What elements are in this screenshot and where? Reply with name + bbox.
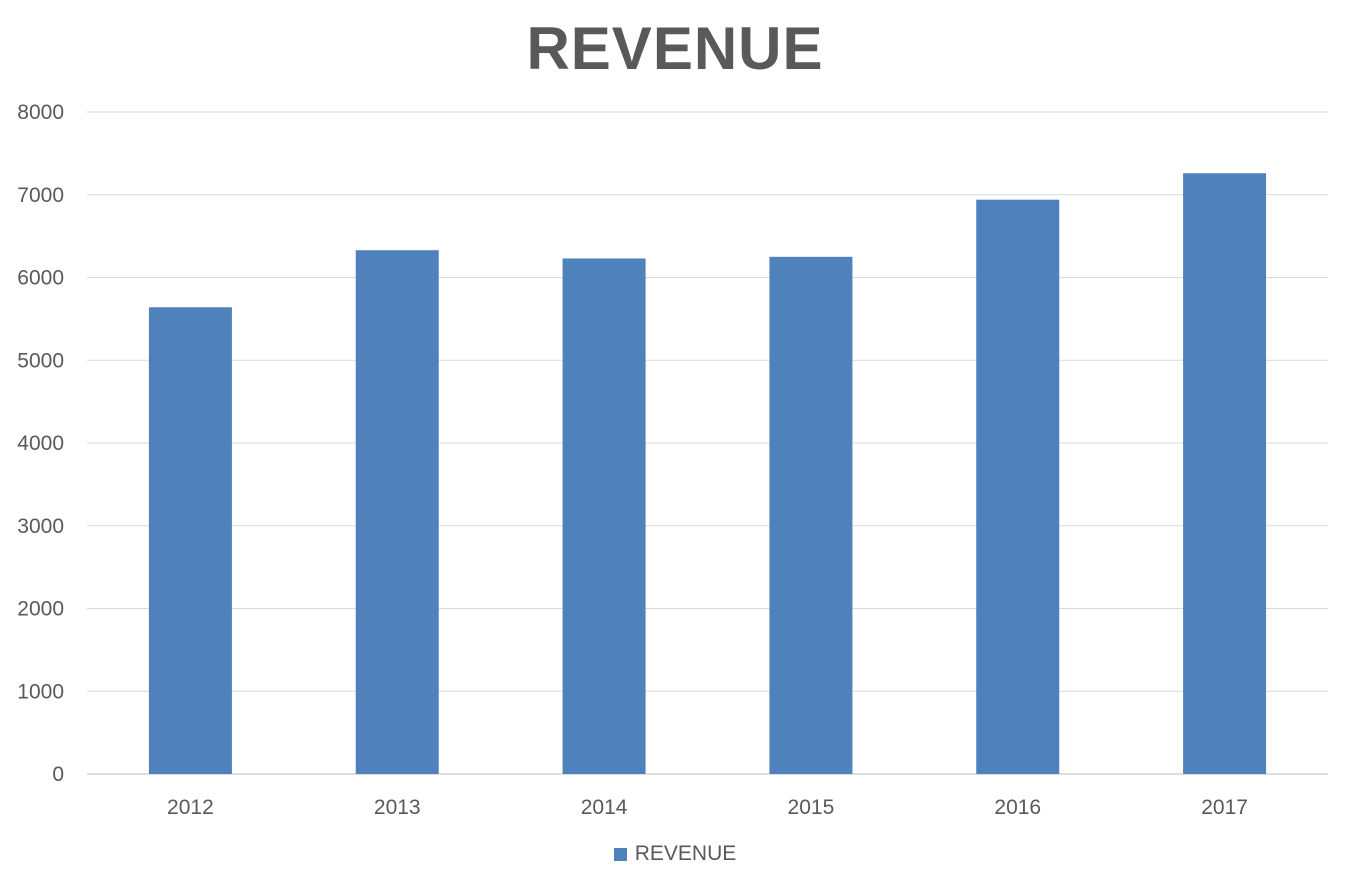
- y-tick-label: 8000: [17, 101, 64, 124]
- y-tick-label: 1000: [17, 680, 64, 703]
- legend: REVENUE: [0, 842, 1350, 866]
- bar: [976, 199, 1060, 775]
- y-tick-label: 2000: [17, 598, 64, 621]
- legend-swatch: [613, 847, 627, 861]
- y-tick-label: 7000: [17, 184, 64, 207]
- x-tick-label: 2015: [788, 796, 835, 819]
- bar: [148, 307, 232, 774]
- y-tick-label: 6000: [17, 267, 64, 290]
- bar: [355, 250, 439, 774]
- x-tick-label: 2013: [374, 796, 421, 819]
- y-tick-label: 4000: [17, 432, 64, 455]
- bar: [769, 256, 853, 774]
- y-tick-label: 3000: [17, 515, 64, 538]
- chart-title: REVENUE: [526, 15, 824, 82]
- y-tick-label: 5000: [17, 349, 64, 372]
- bar: [1183, 173, 1267, 775]
- x-tick-label: 2012: [167, 796, 214, 819]
- x-tick-label: 2017: [1201, 796, 1248, 819]
- y-tick-label: 0: [52, 763, 64, 786]
- x-tick-label: 2014: [581, 796, 628, 819]
- bar: [562, 258, 646, 774]
- x-tick-label: 2016: [994, 796, 1041, 819]
- legend-label: REVENUE: [634, 842, 737, 865]
